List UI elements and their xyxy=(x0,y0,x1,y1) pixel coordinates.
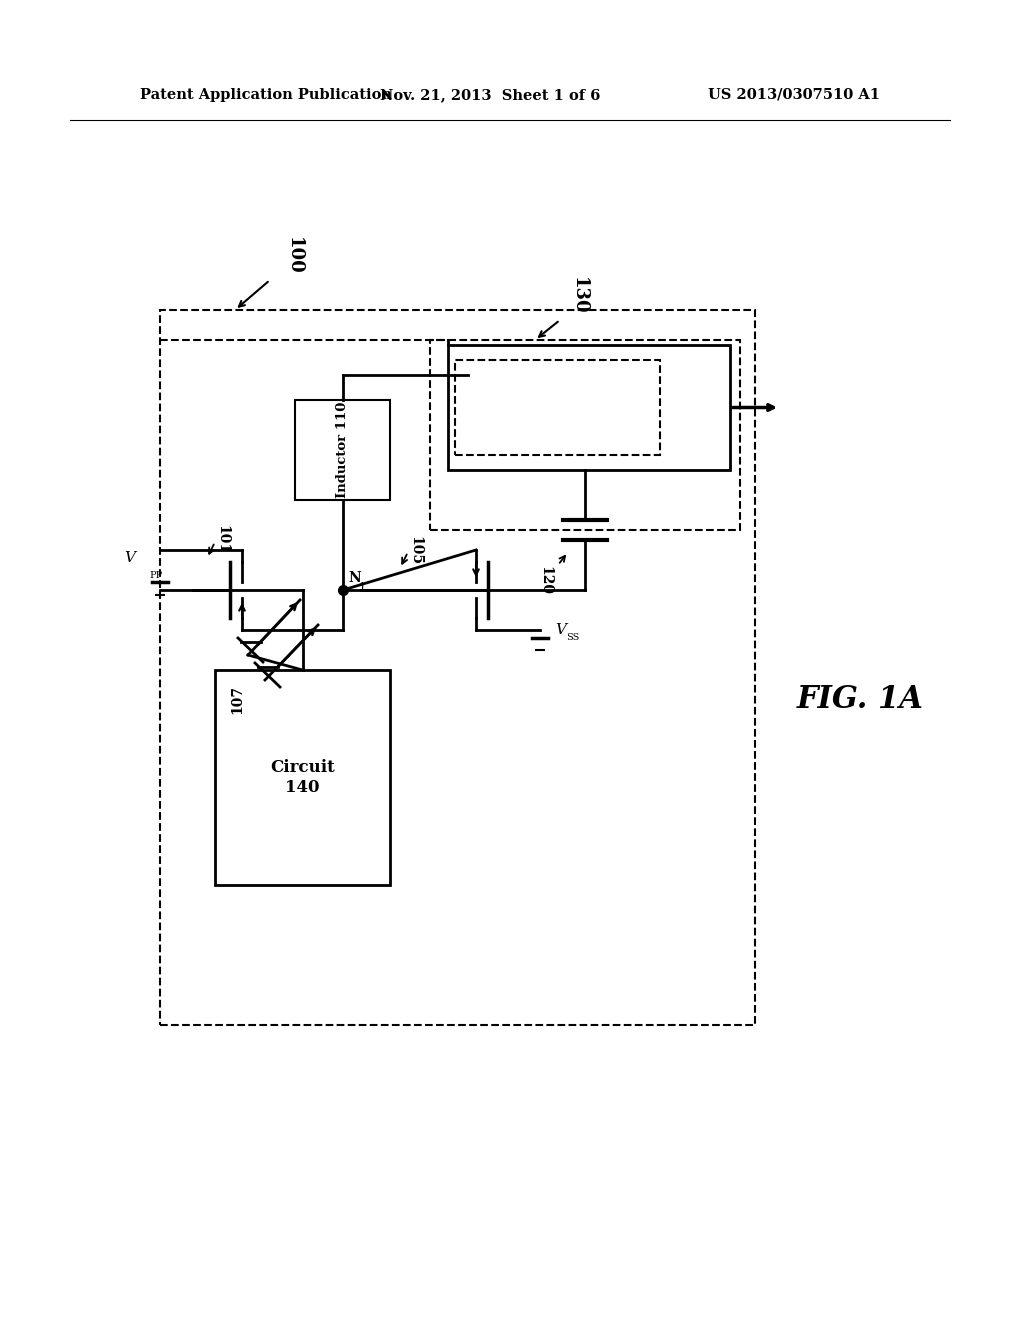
Bar xyxy=(295,400,390,500)
Text: 120: 120 xyxy=(538,565,552,594)
Text: SS: SS xyxy=(566,634,580,642)
Text: 1: 1 xyxy=(359,582,367,591)
Text: PP: PP xyxy=(150,572,162,579)
Text: N: N xyxy=(348,572,360,585)
Bar xyxy=(215,671,390,884)
Bar xyxy=(455,360,660,455)
Text: 105: 105 xyxy=(408,536,422,565)
Text: Inductor 110: Inductor 110 xyxy=(336,401,349,498)
Bar xyxy=(430,341,740,531)
Text: Circuit
140: Circuit 140 xyxy=(270,759,335,796)
Text: V: V xyxy=(124,550,135,565)
Text: V: V xyxy=(555,623,566,638)
Bar xyxy=(449,345,730,470)
Text: 130: 130 xyxy=(570,277,588,315)
Text: Nov. 21, 2013  Sheet 1 of 6: Nov. 21, 2013 Sheet 1 of 6 xyxy=(380,88,600,102)
Text: US 2013/0307510 A1: US 2013/0307510 A1 xyxy=(708,88,880,102)
Text: 107: 107 xyxy=(230,685,244,714)
Text: Patent Application Publication: Patent Application Publication xyxy=(140,88,392,102)
Text: FIG. 1A: FIG. 1A xyxy=(797,685,924,715)
Bar xyxy=(160,310,755,1026)
Text: 100: 100 xyxy=(285,238,303,275)
Text: 101: 101 xyxy=(215,525,229,554)
